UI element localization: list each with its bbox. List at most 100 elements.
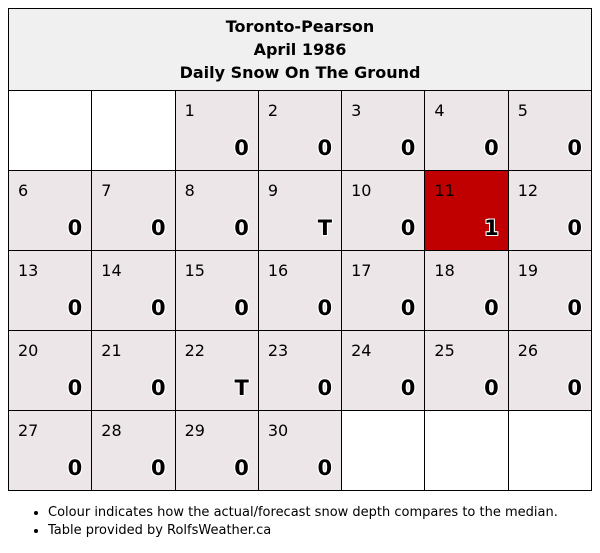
day-cell-24: 24 0 bbox=[341, 330, 426, 411]
snow-depth-value: 0 bbox=[484, 376, 499, 400]
snow-depth-value: 0 bbox=[567, 216, 582, 240]
day-number: 27 bbox=[18, 421, 39, 440]
day-number: 29 bbox=[184, 421, 205, 440]
snow-depth-value: 0 bbox=[234, 216, 249, 240]
calendar-week-row: 20 0 21 0 22 T 23 0 24 0 25 0 26 0 bbox=[7, 330, 593, 411]
day-number: 22 bbox=[184, 341, 205, 360]
empty-day-cell bbox=[507, 410, 593, 491]
snow-depth-value: 0 bbox=[234, 296, 249, 320]
empty-day-cell bbox=[341, 410, 426, 491]
day-number: 25 bbox=[434, 341, 455, 360]
day-cell-12: 12 0 bbox=[507, 170, 593, 251]
snow-depth-value: 0 bbox=[150, 376, 166, 400]
day-number: 23 bbox=[267, 341, 289, 360]
calendar-week-row: 13 0 14 0 15 0 16 0 17 0 18 0 19 0 bbox=[7, 250, 593, 331]
day-cell-26: 26 0 bbox=[507, 330, 593, 411]
calendar-week-row: 6 0 7 0 8 0 9 T 10 0 11 1 12 0 bbox=[7, 170, 593, 251]
empty-day-cell bbox=[7, 90, 93, 171]
snow-depth-value: 0 bbox=[150, 296, 166, 320]
snow-depth-value: 0 bbox=[150, 456, 166, 480]
day-number: 24 bbox=[351, 341, 372, 360]
calendar-subtitle: Daily Snow On The Ground bbox=[179, 63, 421, 82]
station-title: Toronto-Pearson bbox=[225, 17, 375, 36]
day-number: 14 bbox=[101, 261, 122, 280]
day-number: 17 bbox=[351, 261, 372, 280]
snow-depth-value: T bbox=[234, 376, 249, 400]
day-cell-11: 11 1 bbox=[424, 170, 509, 251]
day-cell-16: 16 0 bbox=[257, 250, 343, 331]
note-source: Table provided by RolfsWeather.ca bbox=[48, 522, 558, 540]
day-number: 18 bbox=[434, 261, 455, 280]
day-number: 9 bbox=[267, 181, 279, 200]
day-number: 1 bbox=[184, 101, 195, 120]
snow-depth-value: 0 bbox=[484, 136, 499, 160]
day-cell-19: 19 0 bbox=[507, 250, 593, 331]
snow-depth-value: 0 bbox=[567, 376, 582, 400]
day-cell-14: 14 0 bbox=[91, 250, 176, 331]
snow-depth-value: 0 bbox=[67, 216, 83, 240]
empty-day-cell bbox=[424, 410, 509, 491]
day-number: 15 bbox=[184, 261, 205, 280]
note-colour: Colour indicates how the actual/forecast… bbox=[48, 504, 558, 522]
day-number: 7 bbox=[101, 181, 112, 200]
day-cell-10: 10 0 bbox=[341, 170, 426, 251]
day-number: 3 bbox=[351, 101, 362, 120]
day-number: 21 bbox=[101, 341, 122, 360]
day-number: 8 bbox=[184, 181, 195, 200]
day-number: 20 bbox=[18, 341, 39, 360]
snow-depth-value: 0 bbox=[400, 296, 416, 320]
snow-depth-value: 0 bbox=[67, 296, 83, 320]
snow-depth-value: 0 bbox=[567, 296, 582, 320]
snow-calendar: Toronto-Pearson April 1986 Daily Snow On… bbox=[7, 8, 593, 491]
snow-depth-value: 0 bbox=[317, 136, 333, 160]
day-cell-23: 23 0 bbox=[257, 330, 343, 411]
day-number: 28 bbox=[101, 421, 122, 440]
day-cell-21: 21 0 bbox=[91, 330, 176, 411]
day-cell-28: 28 0 bbox=[91, 410, 176, 491]
day-number: 13 bbox=[18, 261, 39, 280]
day-number: 16 bbox=[267, 261, 289, 280]
snow-depth-value: 0 bbox=[484, 296, 499, 320]
day-cell-15: 15 0 bbox=[174, 250, 259, 331]
day-cell-30: 30 0 bbox=[257, 410, 343, 491]
snow-depth-value: 0 bbox=[317, 296, 333, 320]
day-cell-27: 27 0 bbox=[7, 410, 93, 491]
day-number: 12 bbox=[517, 181, 539, 200]
snow-depth-value: 0 bbox=[567, 136, 582, 160]
snow-depth-value: 0 bbox=[234, 136, 249, 160]
snow-depth-value: T bbox=[317, 216, 333, 240]
empty-day-cell bbox=[91, 90, 176, 171]
day-number: 6 bbox=[18, 181, 29, 200]
snow-depth-value: 0 bbox=[400, 216, 416, 240]
day-cell-13: 13 0 bbox=[7, 250, 93, 331]
notes-list: Colour indicates how the actual/forecast… bbox=[28, 504, 558, 540]
day-number: 4 bbox=[434, 101, 445, 120]
calendar-week-row: 27 0 28 0 29 0 30 0 bbox=[7, 410, 593, 491]
day-number: 5 bbox=[517, 101, 528, 120]
snow-depth-value: 0 bbox=[67, 376, 83, 400]
day-number: 2 bbox=[267, 101, 279, 120]
day-cell-25: 25 0 bbox=[424, 330, 509, 411]
snow-depth-value: 0 bbox=[317, 456, 333, 480]
snow-depth-value: 0 bbox=[234, 456, 249, 480]
day-cell-29: 29 0 bbox=[174, 410, 259, 491]
snow-depth-value: 0 bbox=[317, 376, 333, 400]
day-number: 10 bbox=[351, 181, 372, 200]
day-cell-18: 18 0 bbox=[424, 250, 509, 331]
snow-depth-value: 1 bbox=[484, 216, 499, 240]
day-number: 26 bbox=[517, 341, 539, 360]
snow-depth-value: 0 bbox=[400, 376, 416, 400]
snow-depth-value: 0 bbox=[150, 216, 166, 240]
day-cell-22: 22 T bbox=[174, 330, 259, 411]
day-cell-17: 17 0 bbox=[341, 250, 426, 331]
snow-depth-value: 0 bbox=[400, 136, 416, 160]
